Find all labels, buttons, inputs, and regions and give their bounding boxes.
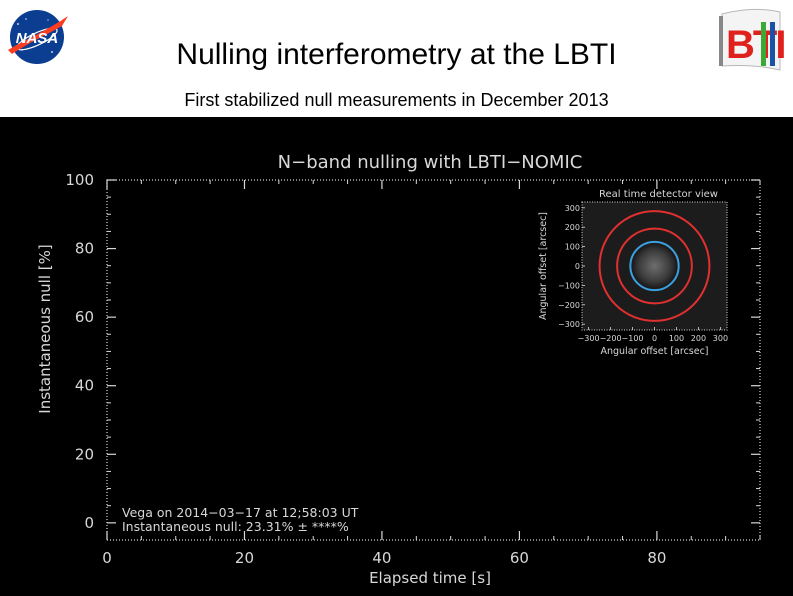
nulling-chart: N−band nulling with LBTI−NOMIC Elapsed t…: [36, 152, 761, 587]
inset-y-tick-label: −300: [558, 320, 580, 329]
inset-psf: [632, 244, 677, 288]
inset-y-tick-label: 300: [565, 204, 580, 213]
slide-subtitle: First stabilized null measurements in De…: [184, 90, 609, 110]
y-tick-label: 0: [84, 514, 94, 532]
inset-circle-2: [616, 227, 693, 305]
plot-frame: [106, 179, 761, 541]
y-tick-label: 80: [75, 240, 94, 258]
inset-y-tick-label: 100: [565, 243, 580, 252]
inset-y-label: Angular offset [arcsec]: [538, 212, 549, 320]
slide-title: Nulling interferometry at the LBTI: [176, 38, 617, 71]
inset-x-tick-label: −100: [622, 334, 644, 343]
inset-y-tick-label: 0: [575, 262, 580, 271]
x-tick-label: 40: [372, 549, 391, 567]
lbti-logo: BTI: [719, 8, 784, 71]
inset-x-tick-label: 0: [652, 334, 657, 343]
inset-circle-1: [629, 240, 680, 292]
nasa-logo: NASA: [8, 10, 68, 64]
lbti-logo-text: BTI: [726, 23, 784, 67]
inset-y-tick-label: −200: [558, 301, 580, 310]
x-tick-label: 0: [102, 549, 112, 567]
inset-x-tick-label: 100: [669, 334, 684, 343]
annotation-target: Vega on 2014−03−17 at 12;58:03 UT: [122, 505, 359, 520]
plot-panel: N−band nulling with LBTI−NOMIC Elapsed t…: [0, 117, 793, 596]
annotation-null: Instantaneous null: 23.31% ± ****%: [122, 519, 349, 534]
y-tick-label: 100: [65, 171, 94, 189]
slide-header: NASA Nulling interferometry at the LBTI …: [0, 0, 793, 117]
inset-circle-3: [598, 210, 711, 322]
inset-x-tick-label: −200: [600, 334, 622, 343]
inset-title: Real time detector view: [599, 189, 718, 200]
y-tick-label: 40: [75, 377, 94, 395]
inset-x-tick-label: 300: [713, 334, 728, 343]
y-tick-label: 20: [75, 445, 94, 463]
inset-x-tick-label: 200: [691, 334, 706, 343]
inset-y-tick-label: −100: [558, 281, 580, 290]
y-tick-label: 60: [75, 308, 94, 326]
inset-detector-view: −300 −200 −100 0 100 200 3003002001000−100−200…: [538, 189, 728, 357]
chart-title: N−band nulling with LBTI−NOMIC: [278, 152, 583, 173]
x-tick-label: 80: [647, 549, 666, 567]
x-tick-label: 20: [235, 549, 254, 567]
inset-x-label: Angular offset [arcsec]: [600, 346, 708, 357]
nasa-logo-text: NASA: [16, 30, 59, 47]
x-axis-label: Elapsed time [s]: [369, 569, 491, 587]
y-axis-label: Instantaneous null [%]: [36, 244, 54, 413]
inset-x-tick-label: −300: [578, 334, 600, 343]
x-tick-label: 60: [510, 549, 529, 567]
inset-y-tick-label: 200: [565, 223, 580, 232]
